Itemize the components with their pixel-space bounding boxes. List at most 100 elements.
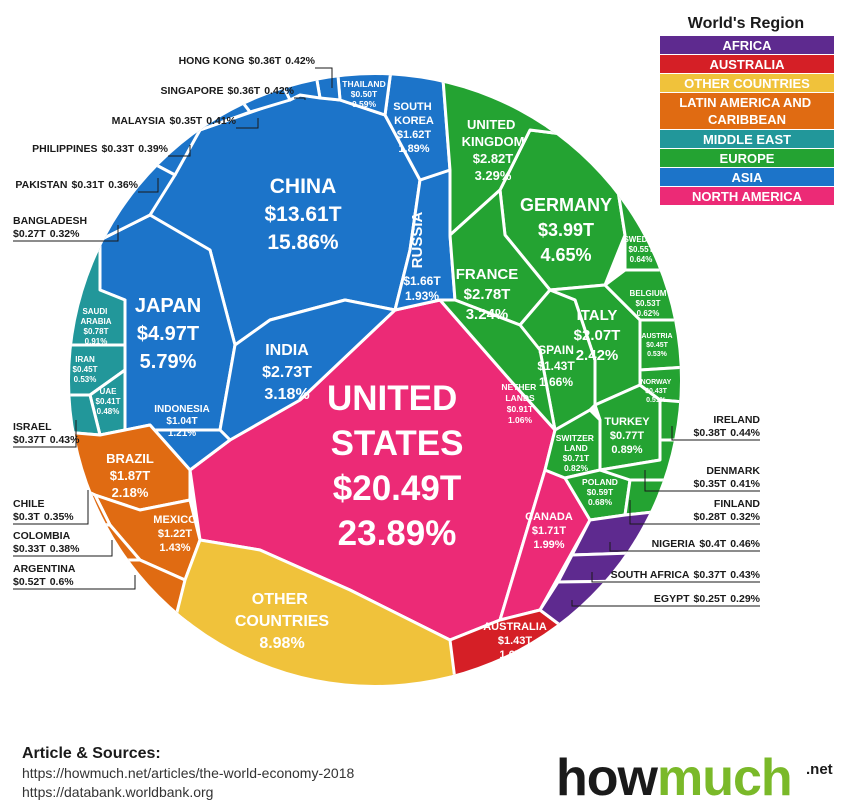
country-name: JAPAN bbox=[135, 295, 201, 317]
country-name: AUSTRALIA bbox=[483, 621, 547, 633]
logo: howmuch bbox=[556, 749, 792, 807]
leader-line bbox=[315, 67, 333, 88]
share-label: 0.53% bbox=[74, 375, 97, 384]
country-name: GERMANY bbox=[520, 195, 612, 215]
callout-part: $0.38T bbox=[694, 427, 727, 439]
callout-part: 0.35% bbox=[44, 511, 74, 523]
share-label: 0.51% bbox=[646, 397, 667, 404]
leader-line bbox=[629, 500, 760, 525]
legend-swatch bbox=[660, 93, 834, 129]
country-name: SAUDI ARABIA bbox=[80, 307, 111, 326]
callout-part: MALAYSIA bbox=[112, 115, 166, 127]
gdp-label: $1.71T bbox=[532, 525, 567, 537]
callout-part: 0.42% bbox=[285, 55, 315, 67]
gdp-label: $0.59T bbox=[587, 487, 614, 497]
share-label: 0.82% bbox=[564, 463, 589, 473]
callout-label: HONG KONG $0.36T 0.42% bbox=[179, 55, 316, 67]
country-cell bbox=[538, 578, 680, 642]
gdp-label: $0.41T bbox=[96, 397, 121, 406]
callout-part: 0.39% bbox=[138, 143, 168, 155]
share-label: 0.62% bbox=[637, 309, 660, 318]
share-label: 1.67% bbox=[499, 649, 530, 661]
callout-part: 0.42% bbox=[264, 85, 294, 97]
callout-label: NIGERIA $0.4T 0.46% bbox=[652, 538, 761, 550]
gdp-label: $0.71T bbox=[563, 453, 590, 463]
legend-label: AFRICA bbox=[722, 38, 772, 53]
share-label: 2.18% bbox=[112, 485, 149, 500]
callout-part: BANGLADESH bbox=[13, 215, 87, 227]
source-link: https://databank.worldbank.org bbox=[22, 784, 213, 800]
callout-part: 0.29% bbox=[730, 593, 760, 605]
legend-label: NORTH AMERICA bbox=[692, 189, 803, 204]
legend-swatch bbox=[660, 130, 834, 148]
callout-part: $0.25T bbox=[694, 593, 727, 605]
country-name: INDIA bbox=[265, 342, 309, 359]
callout-part: $0.3T bbox=[13, 511, 40, 523]
callout-part: 0.46% bbox=[730, 538, 760, 550]
country-name: SOUTH KOREA bbox=[393, 101, 435, 127]
leader-line bbox=[13, 420, 77, 448]
gdp-label: $0.77T bbox=[610, 430, 645, 442]
country-name: CHINA bbox=[270, 175, 337, 198]
callout-label: BANGLADESH $0.27T 0.32% bbox=[13, 215, 87, 240]
share-label: 2.42% bbox=[576, 347, 619, 364]
share-label: 8.98% bbox=[259, 635, 304, 652]
callout-part: COLOMBIA bbox=[13, 530, 71, 542]
callout-part: 0.44% bbox=[730, 427, 760, 439]
callout-part: 0.36% bbox=[108, 179, 138, 191]
gdp-label: $3.99T bbox=[538, 220, 594, 240]
country-name: NORWAY bbox=[641, 379, 672, 386]
callout-part: 0.32% bbox=[50, 228, 80, 240]
share-label: 1.43% bbox=[159, 542, 190, 554]
callout-part: SINGAPORE bbox=[161, 85, 224, 97]
share-label: 23.89% bbox=[338, 514, 457, 553]
callout-part: 0.43% bbox=[730, 569, 760, 581]
callout-label: FINLAND $0.28T 0.32% bbox=[694, 498, 761, 523]
share-label: 1.93% bbox=[405, 289, 439, 303]
country-name: BELGIUM bbox=[630, 289, 667, 298]
callout-part: ARGENTINA bbox=[13, 563, 76, 575]
leader-line bbox=[609, 542, 760, 552]
logo-part: much bbox=[657, 749, 792, 807]
callout-part: NIGERIA bbox=[652, 538, 696, 550]
callout-part: ISRAEL bbox=[13, 421, 52, 433]
callout-part: 0.43% bbox=[50, 434, 80, 446]
callout-part: 0.41% bbox=[730, 478, 760, 490]
callout-part: $0.31T bbox=[72, 179, 105, 191]
leader-line bbox=[13, 575, 136, 590]
labels: UNITED STATES $20.49T 23.89% CANADA $1.71T 1.… bbox=[13, 55, 761, 661]
callout-part: $0.36T bbox=[228, 85, 261, 97]
gdp-label: $13.61T bbox=[264, 203, 341, 226]
country-name: THAILAND bbox=[342, 79, 385, 89]
gdp-label: $1.22T bbox=[158, 528, 193, 540]
callout-part: $0.36T bbox=[249, 55, 282, 67]
share-label: 4.65% bbox=[540, 245, 591, 265]
country-name: MEXICO bbox=[153, 514, 197, 526]
gdp-label: $1.43T bbox=[537, 359, 575, 373]
share-label: 0.48% bbox=[97, 407, 120, 416]
gdp-label: $0.55T bbox=[629, 245, 654, 254]
leader-line bbox=[571, 600, 760, 607]
callout-label: COLOMBIA $0.33T 0.38% bbox=[13, 530, 80, 555]
gdp-label: $2.07T bbox=[574, 327, 621, 344]
callout-part: $0.28T bbox=[694, 511, 727, 523]
country-name: IRAN bbox=[75, 355, 95, 364]
country-name: CANADA bbox=[525, 511, 573, 523]
callout-label: DENMARK $0.35T 0.41% bbox=[694, 465, 761, 490]
callout-part: IRELAND bbox=[713, 414, 760, 426]
share-label: 3.24% bbox=[466, 306, 509, 323]
country-name: POLAND bbox=[582, 477, 618, 487]
share-label: 3.29% bbox=[475, 168, 512, 183]
share-label: 1.06% bbox=[508, 415, 533, 425]
callout-part: 0.41% bbox=[206, 115, 236, 127]
share-label: 0.68% bbox=[588, 497, 613, 507]
gdp-label: $0.45T bbox=[73, 365, 98, 374]
callout-label: SOUTH AFRICA $0.37T 0.43% bbox=[611, 569, 761, 581]
callout-part: $0.27T bbox=[13, 228, 46, 240]
callout-label: ISRAEL $0.37T 0.43% bbox=[13, 421, 80, 446]
country-name: INDONESIA bbox=[154, 404, 210, 415]
gdp-label: $2.73T bbox=[262, 364, 312, 381]
legend-label: OTHER COUNTRIES bbox=[684, 76, 810, 91]
callout-part: $0.4T bbox=[699, 538, 726, 550]
